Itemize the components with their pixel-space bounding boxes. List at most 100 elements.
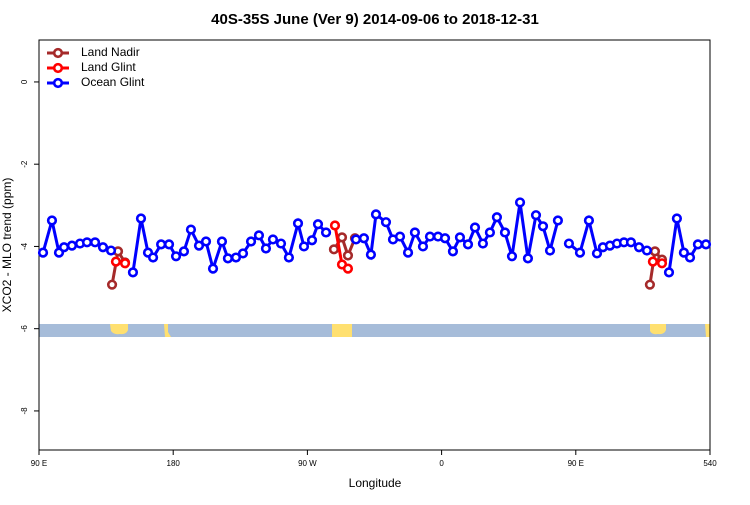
legend-label: Ocean Glint: [81, 75, 145, 89]
data-point: [147, 252, 159, 263]
data-point: [245, 236, 257, 247]
data-point: [409, 227, 421, 238]
data-point: [292, 218, 304, 229]
data-point: [499, 227, 511, 238]
data-point: [119, 258, 131, 269]
data-point: [552, 215, 564, 226]
data-point: [514, 197, 526, 208]
data-point: [530, 210, 542, 221]
data-point: [663, 267, 675, 278]
legend-label: Land Glint: [81, 60, 136, 74]
data-point: [207, 263, 219, 274]
data-point: [253, 230, 265, 241]
x-tick-label: 0: [439, 459, 444, 468]
data-point: [365, 249, 377, 260]
data-point: [105, 245, 117, 256]
x-tick-label: 180: [167, 459, 181, 468]
data-point: [106, 279, 118, 290]
data-point: [522, 253, 534, 264]
data-point: [591, 248, 603, 259]
data-point: [222, 253, 234, 264]
data-point: [260, 243, 272, 254]
legend-marker: [52, 77, 64, 89]
data-point: [477, 238, 489, 249]
y-tick-label: -2: [20, 160, 29, 168]
data-point: [342, 263, 354, 274]
map-strip: [39, 324, 710, 337]
data-point: [329, 220, 341, 231]
ocean-strip: [39, 324, 710, 337]
data-point: [454, 232, 466, 243]
land: [650, 324, 666, 335]
data-point: [402, 247, 414, 258]
y-tick-label: 0: [20, 79, 29, 84]
data-point: [469, 222, 481, 233]
x-tick-label: 90 E: [31, 459, 47, 468]
data-point: [46, 215, 58, 226]
data-point: [342, 250, 354, 261]
data-point: [267, 234, 279, 245]
data-point: [156, 239, 167, 250]
legend-marker: [52, 62, 64, 74]
legend-label: Land Nadir: [81, 45, 140, 59]
data-point: [336, 232, 348, 243]
data-point: [58, 242, 70, 253]
data-point: [417, 241, 429, 252]
data-point: [671, 213, 682, 224]
data-point: [484, 227, 496, 238]
data-point: [185, 224, 197, 235]
y-tick-label: -8: [20, 407, 29, 415]
data-point: [491, 212, 503, 223]
data-point: [135, 213, 147, 224]
data-point: [644, 279, 656, 290]
data-point: [237, 248, 249, 259]
data-point: [625, 237, 637, 248]
data-point: [692, 239, 704, 250]
data-point: [312, 219, 324, 230]
x-axis-label: Longitude: [349, 476, 402, 490]
data-point: [328, 244, 340, 255]
data-point: [230, 252, 242, 263]
data-point: [89, 237, 101, 248]
data-point: [275, 238, 287, 249]
data-point: [649, 246, 661, 257]
data-point: [358, 233, 370, 244]
data-point: [537, 221, 549, 232]
legend-marker: [52, 47, 64, 59]
data-point: [641, 245, 653, 256]
data-point: [66, 240, 78, 251]
data-point: [380, 217, 392, 228]
data-point: [656, 258, 668, 269]
land: [332, 324, 352, 337]
data-point: [350, 234, 362, 245]
data-point: [81, 237, 93, 248]
y-tick-label: -6: [20, 325, 29, 333]
data-point: [462, 239, 474, 250]
data-point: [370, 209, 382, 220]
y-tick-label: -4: [20, 242, 29, 250]
data-point: [583, 215, 595, 226]
data-point: [163, 239, 175, 250]
land: [110, 324, 128, 335]
data-point: [684, 252, 696, 263]
data-point: [283, 252, 295, 263]
data-point: [178, 246, 190, 257]
data-point: [170, 251, 182, 262]
land: [164, 324, 171, 337]
data-point: [127, 267, 139, 278]
data-point: [306, 235, 318, 246]
data-point: [678, 247, 690, 258]
data-point: [700, 239, 712, 250]
data-point: [447, 246, 459, 257]
data-point: [647, 256, 658, 267]
x-tick-label: 540: [703, 459, 717, 468]
data-point: [544, 245, 556, 256]
data-point: [633, 242, 645, 253]
data-point: [97, 242, 109, 253]
data-point: [298, 241, 310, 252]
data-point: [424, 231, 436, 242]
y-axis-label: XCO2 - MLO trend (ppm): [0, 178, 14, 313]
data-point: [216, 236, 228, 247]
